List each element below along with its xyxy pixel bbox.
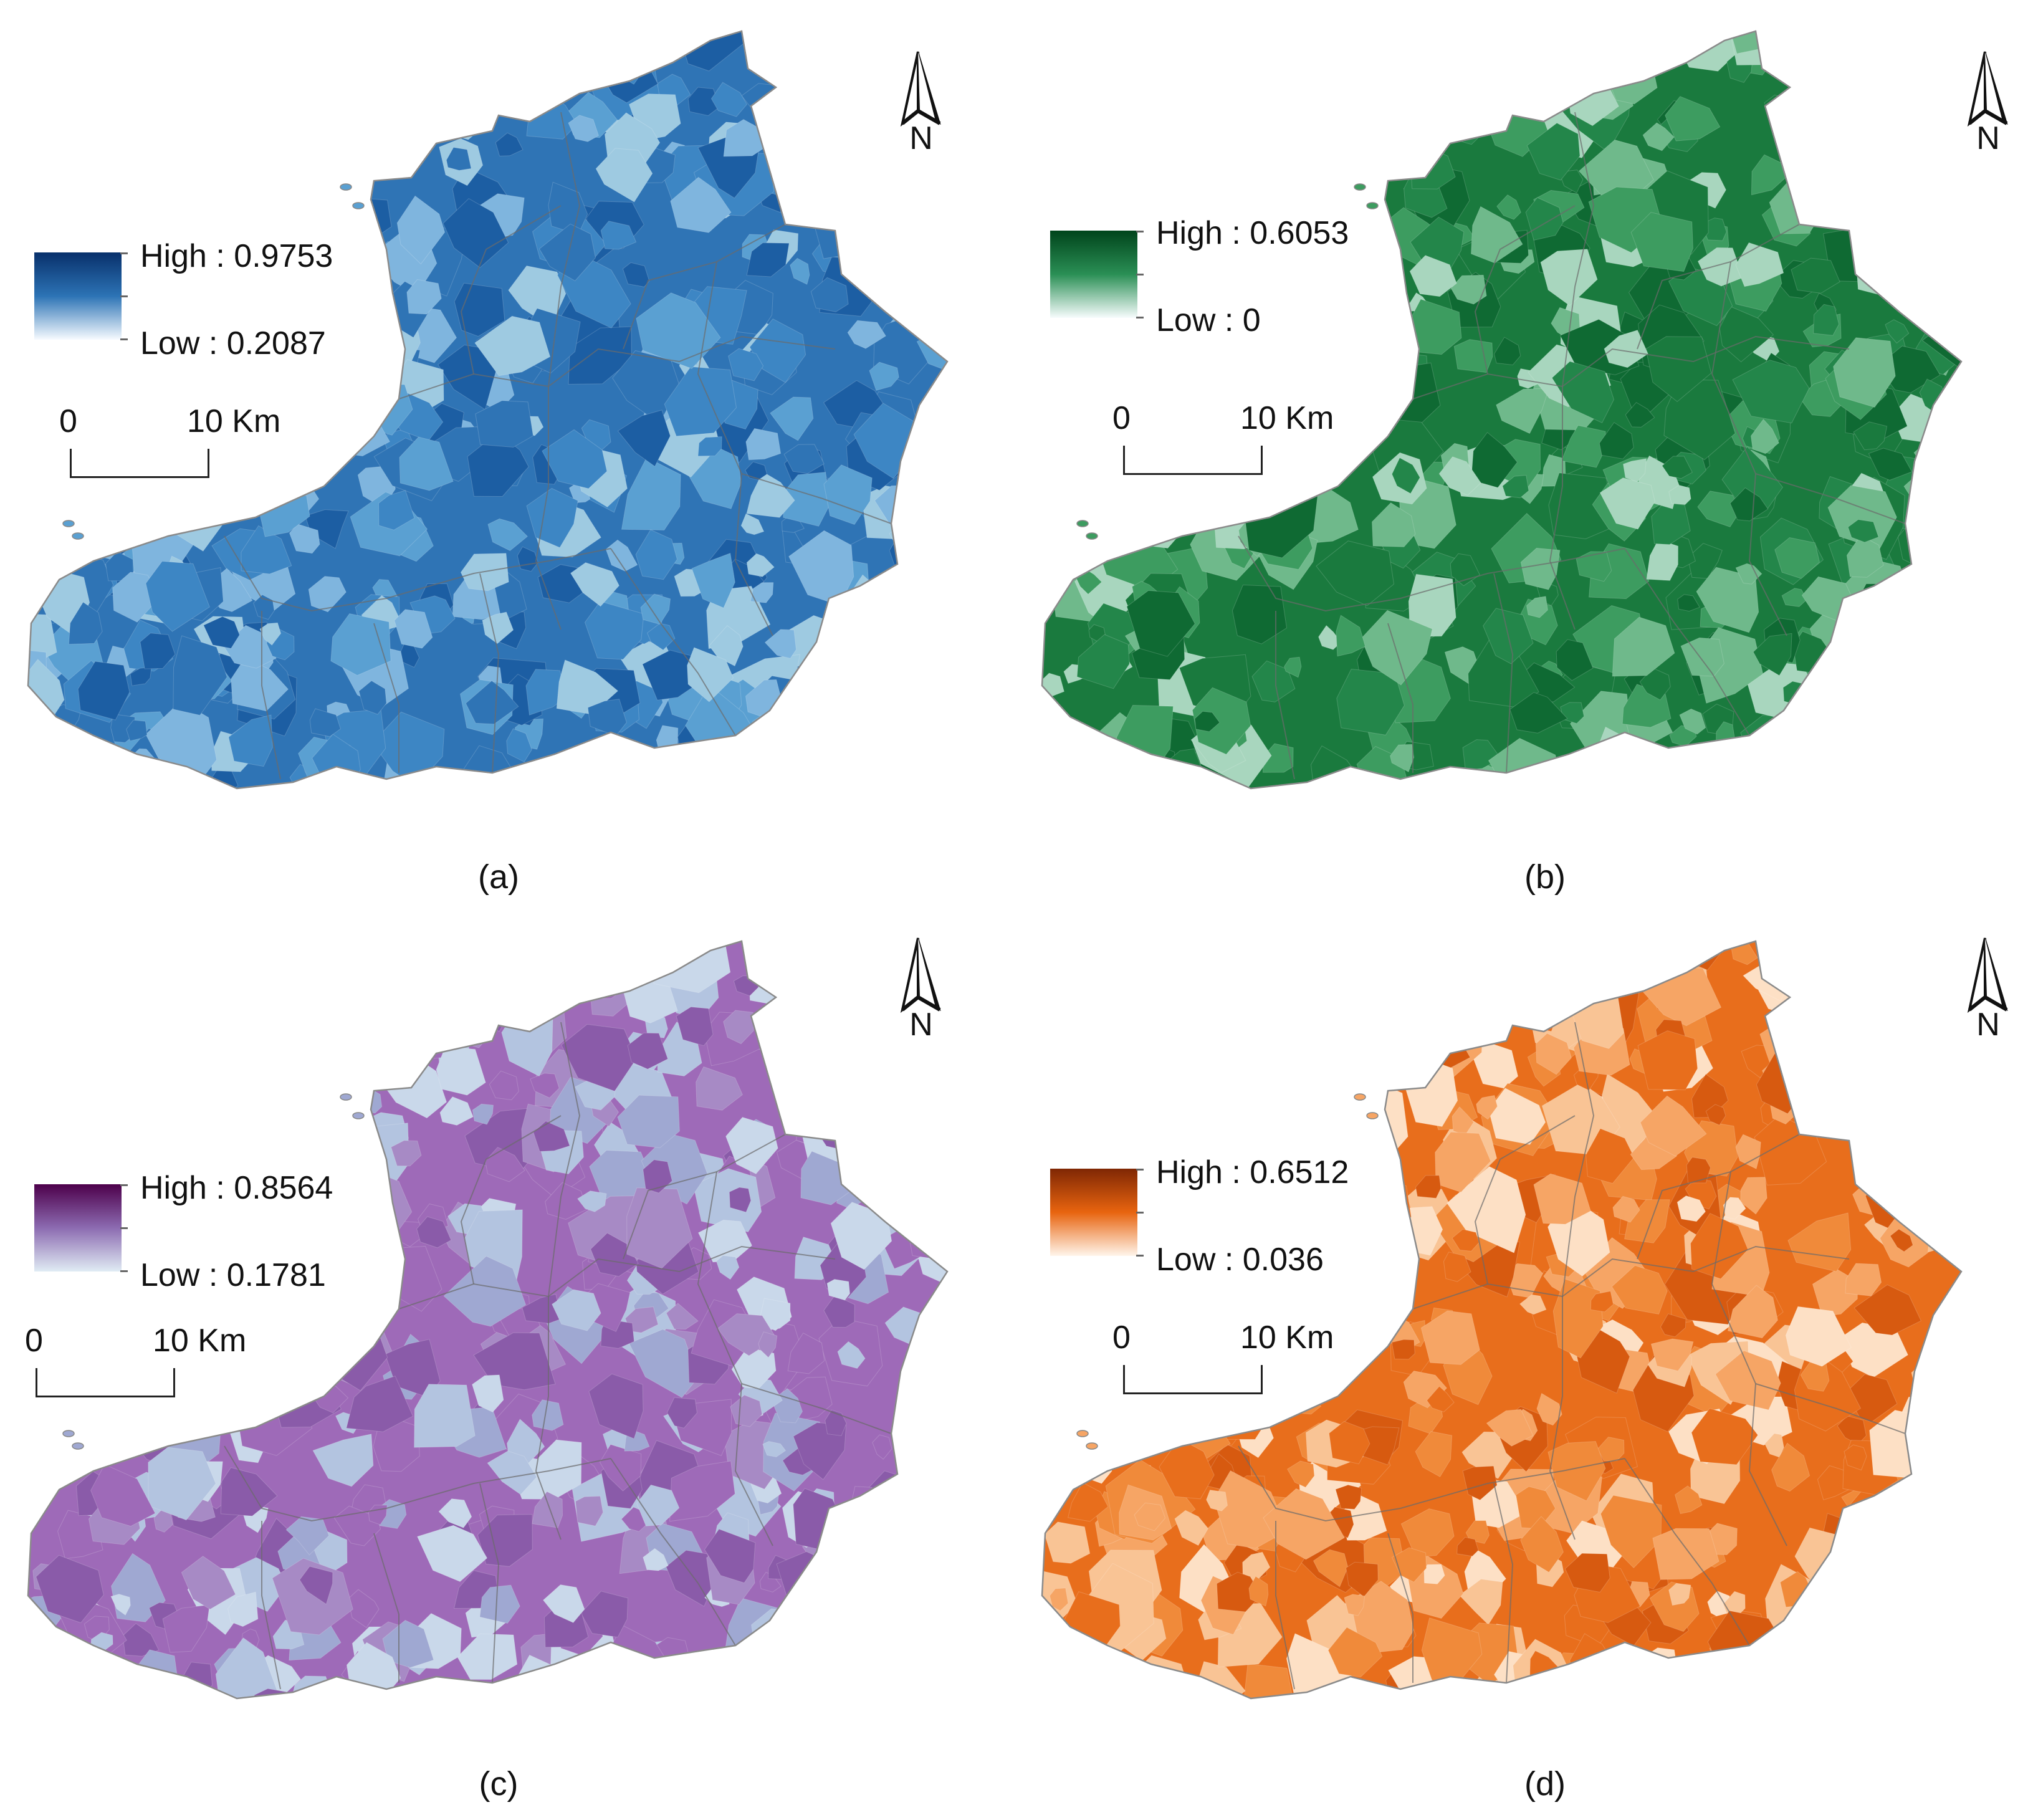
island [72,1442,84,1450]
legend-high-label: High : 0.8564 [140,1170,333,1206]
panel-caption: (c) [479,1765,519,1803]
scale-distance-label: 10 Km [153,1323,247,1359]
island [352,1112,365,1119]
region-fill [28,941,947,1698]
legend-low-label: Low : 0.1781 [140,1257,326,1293]
island [1366,202,1379,209]
island [1366,1112,1379,1119]
map-panel-b: High : 0.6053 Low : 0 0 10 Km N (b) [1014,0,2028,910]
scale-distance-label: 10 Km [187,403,281,439]
north-arrow-icon [900,937,941,1013]
legend-low-label: Low : 0.2087 [140,325,326,362]
region-fill [28,31,947,788]
scale-distance-label: 10 Km [1240,1320,1334,1356]
north-arrow-d: N [1957,935,2019,1047]
region-fill [1042,941,1961,1698]
legend-high-label: High : 0.9753 [140,238,333,274]
map-panel-a: High : 0.9753 Low : 0.2087 0 10 Km N (a) [0,0,1014,910]
north-arrow-icon [900,51,941,127]
island [62,1430,75,1437]
island [340,1093,352,1101]
scale-distance-label: 10 Km [1240,400,1334,436]
legend-ramp [34,1184,122,1272]
map-panel-c: High : 0.8564 Low : 0.1781 0 10 Km N (c) [0,910,1014,1820]
region-fill [1042,31,1961,788]
scale-bar-line [1123,1365,1263,1394]
district-boundaries [224,112,892,780]
north-label: N [1976,120,2000,156]
scale-zero-label: 0 [25,1323,43,1359]
region-outline [27,30,949,790]
scale-zero-label: 0 [1112,400,1131,436]
legend-ramp [34,252,122,340]
district-boundaries [1238,112,1906,780]
choropleth-map-a [27,30,949,790]
legend-ramp [1050,1169,1137,1256]
region-outline [27,940,949,1700]
north-arrow-b: N [1957,49,2019,161]
region-outline [1041,940,1963,1700]
map-panel-d: High : 0.6512 Low : 0.036 0 10 Km N (d) [1014,910,2028,1820]
scale-zero-label: 0 [1112,1320,1131,1356]
choropleth-map-b [1041,30,1963,790]
region-outline [1041,30,1963,790]
district-boundaries [224,1022,892,1690]
north-label: N [909,1007,933,1043]
panel-caption: (b) [1524,858,1566,896]
choropleth-map-c [27,940,949,1700]
island [352,202,365,209]
island [1086,1442,1098,1450]
legend-high-label: High : 0.6053 [1156,215,1349,251]
district-boundaries [1238,1022,1906,1690]
legend-high-label: High : 0.6512 [1156,1154,1349,1190]
north-arrow-icon [1967,937,2008,1013]
north-arrow-c: N [890,935,952,1047]
north-label: N [1976,1007,2000,1043]
island [62,520,75,527]
legend-ramp [1050,231,1137,318]
island [72,532,84,540]
scale-bar-line [36,1368,175,1397]
island [1076,1430,1089,1437]
island [1354,183,1366,191]
north-arrow-a: N [890,49,952,161]
scale-bar-line [1123,446,1263,475]
panel-caption: (a) [478,858,519,896]
island [1076,520,1089,527]
north-arrow-icon [1967,51,2008,127]
panel-caption: (d) [1524,1765,1566,1803]
legend-low-label: Low : 0.036 [1156,1242,1324,1278]
north-label: N [909,120,933,156]
legend-low-label: Low : 0 [1156,302,1261,338]
island [1354,1093,1366,1101]
island [340,183,352,191]
choropleth-map-d [1041,940,1963,1700]
island [1086,532,1098,540]
scale-bar-line [70,449,209,478]
scale-zero-label: 0 [59,403,77,439]
